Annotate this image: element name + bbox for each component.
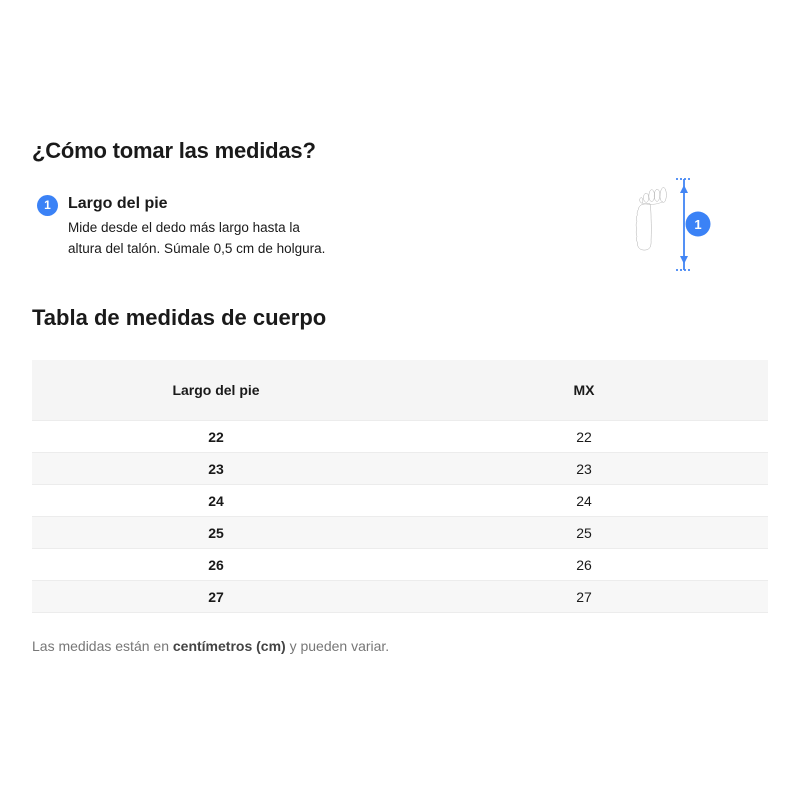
svg-text:1: 1 [694,217,701,232]
